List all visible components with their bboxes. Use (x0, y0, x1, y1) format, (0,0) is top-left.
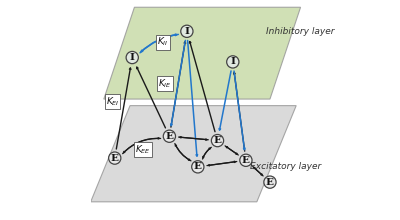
Text: I: I (184, 27, 189, 36)
Circle shape (211, 134, 224, 147)
Text: I: I (230, 57, 235, 66)
Polygon shape (91, 106, 296, 202)
Circle shape (126, 51, 138, 64)
Text: E: E (111, 154, 119, 163)
Text: $K_{EE}$: $K_{EE}$ (135, 143, 151, 156)
Text: Inhibitory layer: Inhibitory layer (266, 27, 334, 36)
Text: E: E (242, 156, 250, 165)
Circle shape (192, 161, 204, 173)
Text: I: I (130, 53, 135, 62)
Text: E: E (266, 178, 274, 187)
Text: $K_{IE}$: $K_{IE}$ (158, 77, 172, 90)
Text: E: E (194, 162, 202, 171)
Circle shape (240, 154, 252, 166)
Circle shape (163, 130, 176, 142)
Circle shape (264, 176, 276, 188)
Circle shape (109, 152, 121, 164)
Text: Excitatory layer: Excitatory layer (250, 162, 322, 171)
Circle shape (181, 25, 193, 37)
Text: E: E (165, 132, 173, 141)
Text: E: E (214, 136, 222, 145)
Text: $K_{EI}$: $K_{EI}$ (106, 95, 119, 108)
Polygon shape (104, 7, 300, 99)
Circle shape (227, 56, 239, 68)
Text: $K_{II}$: $K_{II}$ (157, 36, 168, 48)
